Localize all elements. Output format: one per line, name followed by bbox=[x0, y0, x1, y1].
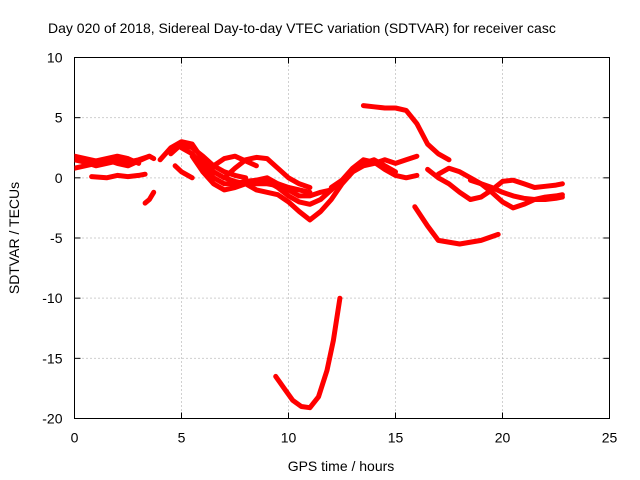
series-line-trace-4 bbox=[89, 171, 148, 181]
series-line-trace-7 bbox=[168, 141, 249, 181]
y-tick-label: 0 bbox=[55, 170, 63, 186]
y-tick-label: 5 bbox=[55, 110, 63, 126]
x-tick-label: 25 bbox=[602, 430, 618, 446]
x-tick-label: 10 bbox=[281, 430, 297, 446]
series-line-trace-5 bbox=[142, 189, 157, 206]
y-tick-label: -5 bbox=[50, 230, 63, 246]
series-line-trace-17 bbox=[412, 204, 501, 247]
y-tick-label: -10 bbox=[42, 290, 62, 306]
y-tick-label: -15 bbox=[42, 350, 62, 366]
x-tick-label: 0 bbox=[71, 430, 79, 446]
chart-title: Day 020 of 2018, Sidereal Day-to-day VTE… bbox=[48, 20, 556, 36]
series-line-trace-16 bbox=[360, 103, 452, 163]
series-line-trace-20 bbox=[467, 177, 565, 202]
series-line-trace-9 bbox=[189, 153, 334, 199]
x-tick-label: 20 bbox=[495, 430, 511, 446]
x-axis-label: GPS time / hours bbox=[288, 458, 395, 474]
series-group bbox=[74, 103, 565, 411]
grid-lines bbox=[74, 57, 610, 419]
series-line-trace-12 bbox=[221, 154, 313, 190]
y-axis-label: SDTVAR / TECUs bbox=[6, 182, 22, 294]
series-line-trace-18 bbox=[425, 166, 565, 202]
x-tick-label: 15 bbox=[388, 430, 404, 446]
x-tick-label: 5 bbox=[178, 430, 186, 446]
y-tick-label: 10 bbox=[47, 50, 63, 66]
series-line-trace-3 bbox=[74, 153, 142, 166]
axis-ticks: 0 5 10 15 20 25 10 5 0 -5 -10 -15 -20 bbox=[42, 50, 617, 446]
series-line-trace-21 bbox=[273, 295, 343, 411]
series-line-trace-10 bbox=[172, 163, 195, 181]
y-tick-label: -20 bbox=[42, 411, 62, 427]
series-line-trace-15 bbox=[328, 153, 420, 190]
